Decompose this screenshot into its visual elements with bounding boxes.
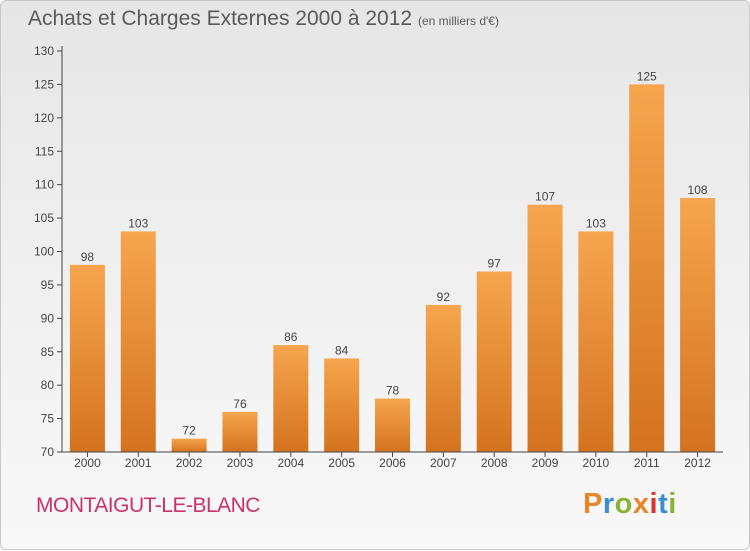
bar-2011 xyxy=(629,84,665,453)
y-tick-label-90: 90 xyxy=(41,311,55,325)
y-tick-label-130: 130 xyxy=(34,44,54,58)
data-label-2012: 108 xyxy=(688,183,708,197)
data-label-2004: 86 xyxy=(284,330,298,344)
logo-letter: i xyxy=(649,488,659,520)
bar-2012 xyxy=(680,198,716,452)
bars-group: 98 103 72 76 86 84 78 92 97 107 103 125 108 xyxy=(69,69,716,453)
bar-2001 xyxy=(120,231,156,452)
bar-2002 xyxy=(171,438,207,452)
chart-unit-label: (en milliers d'€) xyxy=(418,14,499,28)
logo-letter: o xyxy=(614,488,633,520)
y-tick-label-85: 85 xyxy=(41,345,55,359)
x-tick-label-2010: 2010 xyxy=(583,456,610,470)
bar-2005 xyxy=(324,358,360,452)
logo-letter: i xyxy=(668,488,677,520)
data-label-2002: 72 xyxy=(182,424,196,438)
bar-2004 xyxy=(273,345,309,452)
x-tick-label-2011: 2011 xyxy=(634,456,660,470)
bar-2009 xyxy=(527,204,563,452)
data-label-2006: 78 xyxy=(386,384,400,398)
logo-letter: x xyxy=(632,488,650,520)
data-label-2000: 98 xyxy=(81,250,95,264)
bar-2007 xyxy=(425,304,461,452)
x-tick-label-2002: 2002 xyxy=(176,456,203,470)
x-tick-label-2006: 2006 xyxy=(379,456,406,470)
data-label-2007: 92 xyxy=(437,290,451,304)
logo-letter: P xyxy=(583,488,603,520)
y-tick-label-100: 100 xyxy=(34,245,54,259)
commune-name: MONTAIGUT-LE-BLANC xyxy=(36,494,260,517)
y-tick-label-105: 105 xyxy=(34,211,54,225)
x-tick-label-2012: 2012 xyxy=(684,456,711,470)
y-tick-label-125: 125 xyxy=(34,77,54,91)
x-tick-label-2001: 2001 xyxy=(125,456,152,470)
x-tick-label-2004: 2004 xyxy=(277,456,304,470)
y-tick-label-120: 120 xyxy=(34,111,54,125)
y-tick-label-80: 80 xyxy=(41,378,55,392)
bar-2010 xyxy=(578,231,614,452)
data-label-2003: 76 xyxy=(233,397,247,411)
data-label-2010: 103 xyxy=(586,216,606,230)
data-label-2009: 107 xyxy=(535,190,555,204)
x-tick-label-2008: 2008 xyxy=(481,456,508,470)
y-tick-label-75: 75 xyxy=(41,412,55,426)
data-label-2011: 125 xyxy=(637,69,657,83)
x-tick-label-2000: 2000 xyxy=(74,456,101,470)
data-label-2001: 103 xyxy=(128,216,148,230)
x-tick-label-2009: 2009 xyxy=(532,456,559,470)
y-tick-label-70: 70 xyxy=(41,445,55,459)
logo-letter: r xyxy=(602,488,615,520)
proxiti-logo[interactable]: Proxiti xyxy=(583,488,677,521)
data-label-2008: 97 xyxy=(488,257,502,271)
bar-2008 xyxy=(476,271,512,452)
chart-title: Achats et Charges Externes 2000 à 2012 xyxy=(28,7,413,30)
bar-2003 xyxy=(222,411,258,452)
bar-2000 xyxy=(69,264,105,452)
y-tick-label-115: 115 xyxy=(35,144,54,158)
data-label-2005: 84 xyxy=(335,343,349,357)
x-tick-label-2005: 2005 xyxy=(328,456,355,470)
axes-group: 2000 2001 2002 2003 2004 2005 2006 2007 2008 2009… xyxy=(34,44,723,470)
logo-letter: t xyxy=(658,488,669,520)
x-tick-label-2007: 2007 xyxy=(430,456,457,470)
x-tick-label-2003: 2003 xyxy=(227,456,254,470)
bar-2006 xyxy=(375,398,410,452)
y-tick-label-110: 110 xyxy=(35,178,54,192)
y-tick-label-95: 95 xyxy=(41,278,55,292)
